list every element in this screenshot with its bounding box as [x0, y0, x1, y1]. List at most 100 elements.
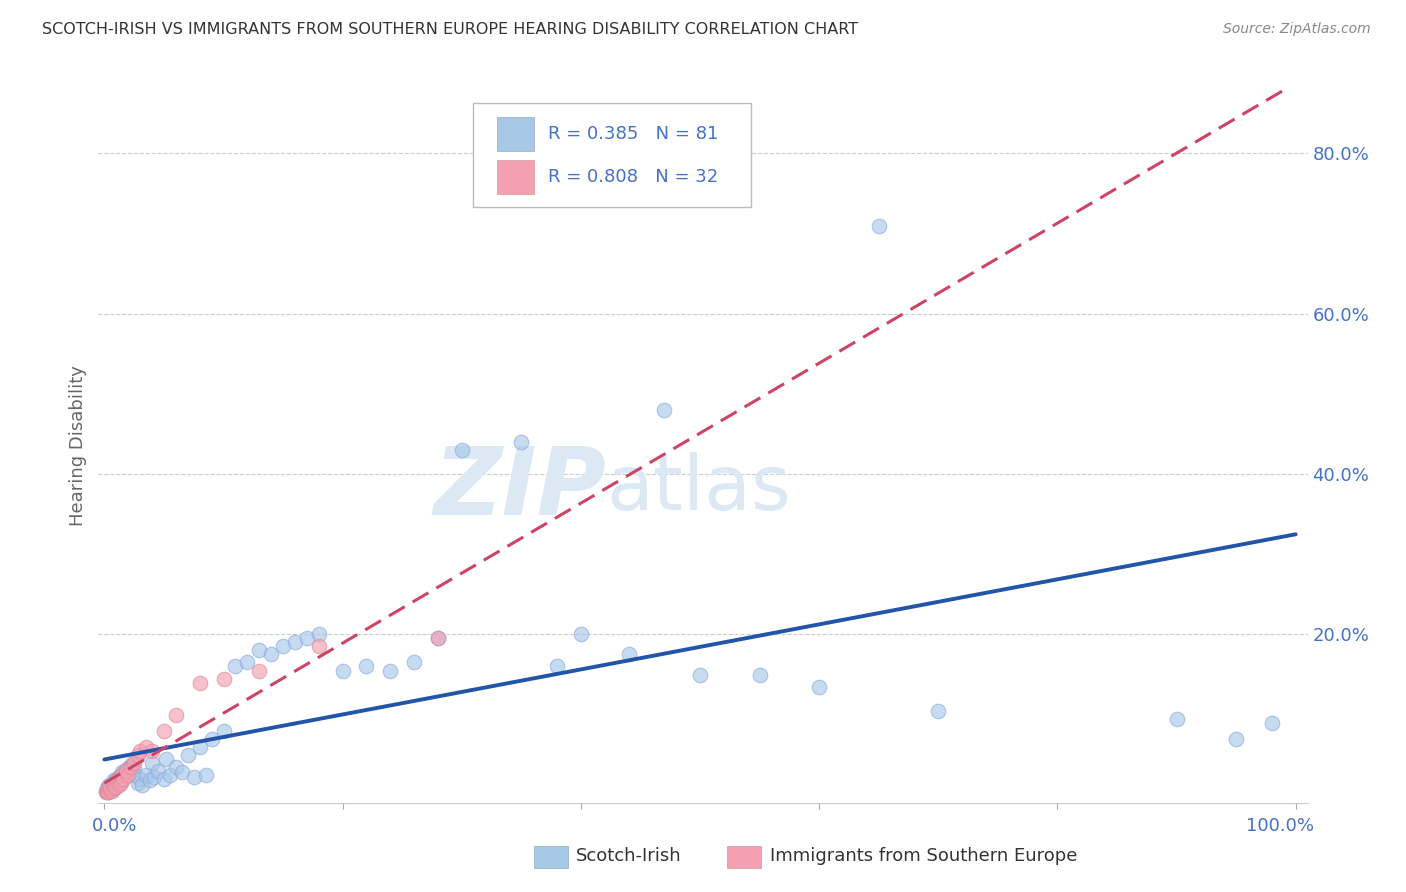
- FancyBboxPatch shape: [727, 846, 761, 869]
- Point: [115, 762, 138, 776]
- Point: [96, 781, 118, 796]
- Point: [117, 765, 139, 780]
- Text: 100.0%: 100.0%: [1246, 817, 1313, 835]
- Point: [105, 772, 128, 786]
- Text: R = 0.385   N = 81: R = 0.385 N = 81: [548, 125, 718, 143]
- Point: [224, 659, 246, 673]
- Point: [103, 781, 125, 796]
- Point: [94, 785, 117, 799]
- Point: [101, 778, 124, 792]
- Point: [100, 776, 122, 790]
- Point: [98, 778, 121, 792]
- Point: [114, 764, 136, 778]
- Point: [107, 773, 129, 788]
- Point: [308, 640, 330, 654]
- Point: [247, 643, 270, 657]
- Point: [96, 784, 118, 798]
- Point: [110, 768, 132, 782]
- Point: [97, 780, 120, 794]
- Text: ZIP: ZIP: [433, 442, 606, 535]
- Point: [96, 785, 118, 799]
- Point: [188, 675, 211, 690]
- Point: [107, 776, 129, 790]
- Point: [617, 648, 640, 662]
- Point: [101, 778, 124, 792]
- Point: [141, 756, 163, 770]
- Point: [135, 768, 157, 782]
- Point: [200, 731, 222, 746]
- Point: [236, 656, 259, 670]
- Point: [404, 656, 426, 670]
- Point: [356, 659, 378, 673]
- Point: [100, 782, 122, 797]
- Point: [111, 772, 134, 786]
- Point: [129, 772, 152, 786]
- Point: [98, 780, 121, 794]
- Point: [98, 781, 121, 796]
- Text: 0.0%: 0.0%: [93, 817, 138, 835]
- Point: [127, 776, 149, 790]
- Point: [103, 773, 125, 788]
- Point: [94, 784, 117, 798]
- Point: [1166, 712, 1188, 726]
- Point: [153, 723, 176, 738]
- Point: [426, 632, 449, 646]
- Point: [122, 762, 145, 776]
- Text: Source: ZipAtlas.com: Source: ZipAtlas.com: [1223, 22, 1371, 37]
- Point: [260, 648, 283, 662]
- Point: [98, 783, 121, 797]
- Point: [426, 632, 449, 646]
- Point: [124, 768, 146, 782]
- Point: [332, 664, 354, 678]
- Point: [652, 403, 675, 417]
- FancyBboxPatch shape: [498, 117, 534, 152]
- Point: [689, 667, 711, 681]
- Point: [569, 627, 592, 641]
- Point: [97, 784, 120, 798]
- Point: [135, 739, 157, 754]
- Point: [143, 770, 166, 784]
- Point: [118, 760, 141, 774]
- Point: [107, 770, 129, 784]
- Point: [101, 781, 124, 796]
- Point: [114, 764, 136, 778]
- Point: [129, 744, 152, 758]
- Point: [450, 442, 472, 457]
- Point: [153, 772, 176, 786]
- Text: Scotch-Irish: Scotch-Irish: [576, 847, 682, 865]
- Point: [159, 768, 181, 782]
- Point: [308, 627, 330, 641]
- Point: [188, 739, 211, 754]
- Point: [111, 768, 134, 782]
- Point: [868, 219, 890, 233]
- Point: [120, 760, 142, 774]
- Point: [284, 635, 307, 649]
- Text: atlas: atlas: [606, 452, 792, 525]
- Point: [808, 680, 831, 694]
- Y-axis label: Hearing Disability: Hearing Disability: [69, 366, 87, 526]
- Point: [122, 756, 145, 770]
- Point: [183, 770, 205, 784]
- Point: [108, 773, 131, 788]
- Point: [105, 776, 128, 790]
- Point: [271, 640, 294, 654]
- Text: SCOTCH-IRISH VS IMMIGRANTS FROM SOUTHERN EUROPE HEARING DISABILITY CORRELATION C: SCOTCH-IRISH VS IMMIGRANTS FROM SOUTHERN…: [42, 22, 858, 37]
- Point: [380, 664, 402, 678]
- Point: [165, 760, 187, 774]
- Point: [98, 780, 121, 794]
- Point: [110, 776, 132, 790]
- Point: [295, 632, 318, 646]
- Point: [212, 723, 235, 738]
- Point: [98, 783, 121, 797]
- Point: [103, 780, 125, 794]
- Point: [104, 776, 127, 790]
- Point: [104, 778, 127, 792]
- Point: [98, 784, 121, 798]
- Point: [108, 772, 131, 786]
- Point: [247, 664, 270, 678]
- Point: [127, 747, 149, 762]
- Point: [546, 659, 568, 673]
- Point: [112, 770, 135, 784]
- Point: [105, 780, 128, 794]
- Point: [748, 667, 770, 681]
